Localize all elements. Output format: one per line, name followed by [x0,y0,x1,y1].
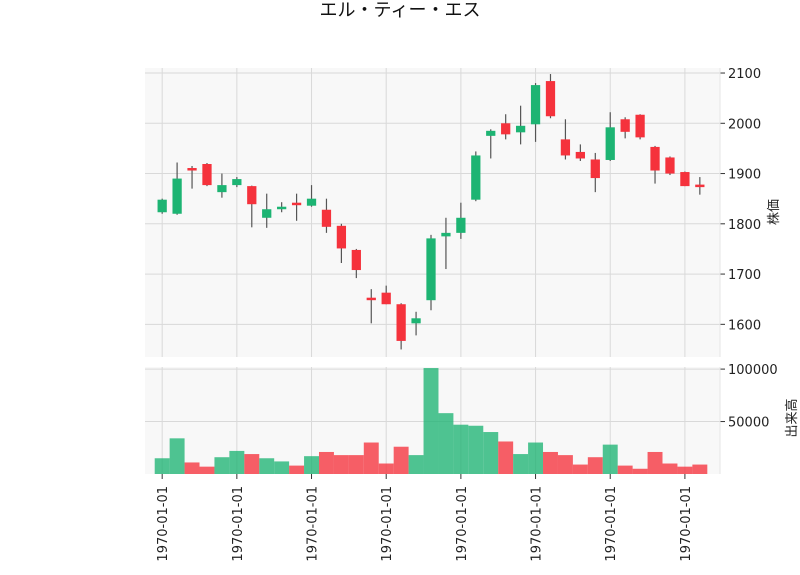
candle-body-down [381,292,391,305]
candle-body-down [590,159,600,179]
volume-bar [662,463,678,474]
volume-bar [528,442,544,474]
price-tick-label: 1800 [728,218,761,233]
volume-bar [184,462,200,474]
volume-bar [468,425,484,474]
volume-bar [333,455,349,474]
candle-body-down [396,304,406,341]
volume-bar [677,466,693,474]
volume-bar [543,451,558,474]
x-tick-label: 1970-01-01 [306,486,321,562]
volume-tick-label: 100000 [728,363,778,378]
volume-bar [348,455,364,474]
volume-bar [498,441,514,474]
price-tick-label: 1700 [728,268,761,283]
candle-body-down [560,139,571,156]
candle-body-up [515,125,526,133]
candle-body-up [262,209,272,218]
x-tick-label: 1970-01-01 [380,486,395,562]
volume-bar [229,450,245,474]
candle-body-down [545,81,556,117]
volume-bar [423,368,439,474]
volume-bar [438,413,454,474]
volume-bar [483,432,499,474]
volume-tick-label: 50000 [728,416,769,431]
volume-bar [259,458,275,474]
candle-body-up [530,85,541,125]
volume-bar [602,444,618,474]
volume-bar [617,465,633,474]
candle-body-down [680,172,690,187]
candle-body-down [247,186,257,205]
candle-body-down [351,249,361,271]
price-tick-label: 1600 [728,318,761,333]
candle-body-down [202,163,212,186]
volume-bar [318,451,334,474]
candle-body-up [277,206,287,210]
price-tick-label: 1900 [728,168,761,183]
candle-body-up [232,179,242,186]
candle-body-down [620,119,630,132]
price-panel: 1600 1700 1800 1900 2000 2100 [145,67,761,357]
candle-body-down [695,184,705,188]
candle-body-down [501,123,511,135]
volume-axis-title: 出来高 [784,398,800,437]
volume-bar [304,456,319,474]
candle-body-up [605,127,615,160]
volume-bar [214,457,230,474]
x-tick-label: 1970-01-01 [455,486,470,562]
x-tick-label: 1970-01-01 [604,486,619,562]
volume-bar [692,464,708,474]
price-tick-label: 2000 [728,117,761,132]
volume-bar [289,465,305,474]
candle-body-down [321,209,332,227]
volume-bar [513,454,529,474]
volume-bar [408,455,424,474]
candle-body-down [291,202,302,206]
volume-bar [363,442,379,474]
candle-body-down [575,151,585,159]
x-tick-label: 1970-01-01 [679,486,694,562]
volume-bar [557,455,573,474]
candle-body-up [306,198,317,206]
volume-bar [378,463,394,474]
candle-body-up [217,185,227,193]
candle-body-up [486,130,496,136]
price-axis-title: 株価 [767,199,782,225]
candle-body-down [665,157,675,174]
candle-body-up [157,199,167,213]
candle-body-down [635,114,645,138]
candle-body-up [441,232,451,237]
volume-bar [244,454,260,474]
volume-bar [199,466,215,474]
volume-bar [572,464,588,474]
volume-bar [393,446,409,474]
candle-body-down [187,168,197,171]
volume-bar [587,457,603,474]
x-tick-label: 1970-01-01 [530,486,545,562]
candle-body-down [650,146,660,171]
candle-body-up [456,217,466,233]
volume-bar [647,451,663,474]
candle-body-down [366,297,376,301]
candle-body-down [336,225,347,249]
volume-bar [632,468,648,474]
volume-bar [453,424,469,474]
chart-title: エル・ティー・エス [320,0,481,21]
candle-body-up [471,155,481,200]
volume-bar [169,438,185,474]
x-axis: 1970-01-01 1970-01-01 1970-01-01 1970-01-01… [156,474,694,562]
candle-body-up [411,318,421,324]
x-tick-label: 1970-01-01 [156,486,171,562]
x-tick-label: 1970-01-01 [231,486,246,562]
volume-panel: 50000 100000 [145,363,778,474]
price-tick-label: 2100 [728,67,761,82]
candle-body-up [172,178,182,214]
price-panel-background [145,68,720,357]
volume-bar [274,461,290,474]
candle-body-up [426,238,436,301]
volume-bar [154,458,170,474]
